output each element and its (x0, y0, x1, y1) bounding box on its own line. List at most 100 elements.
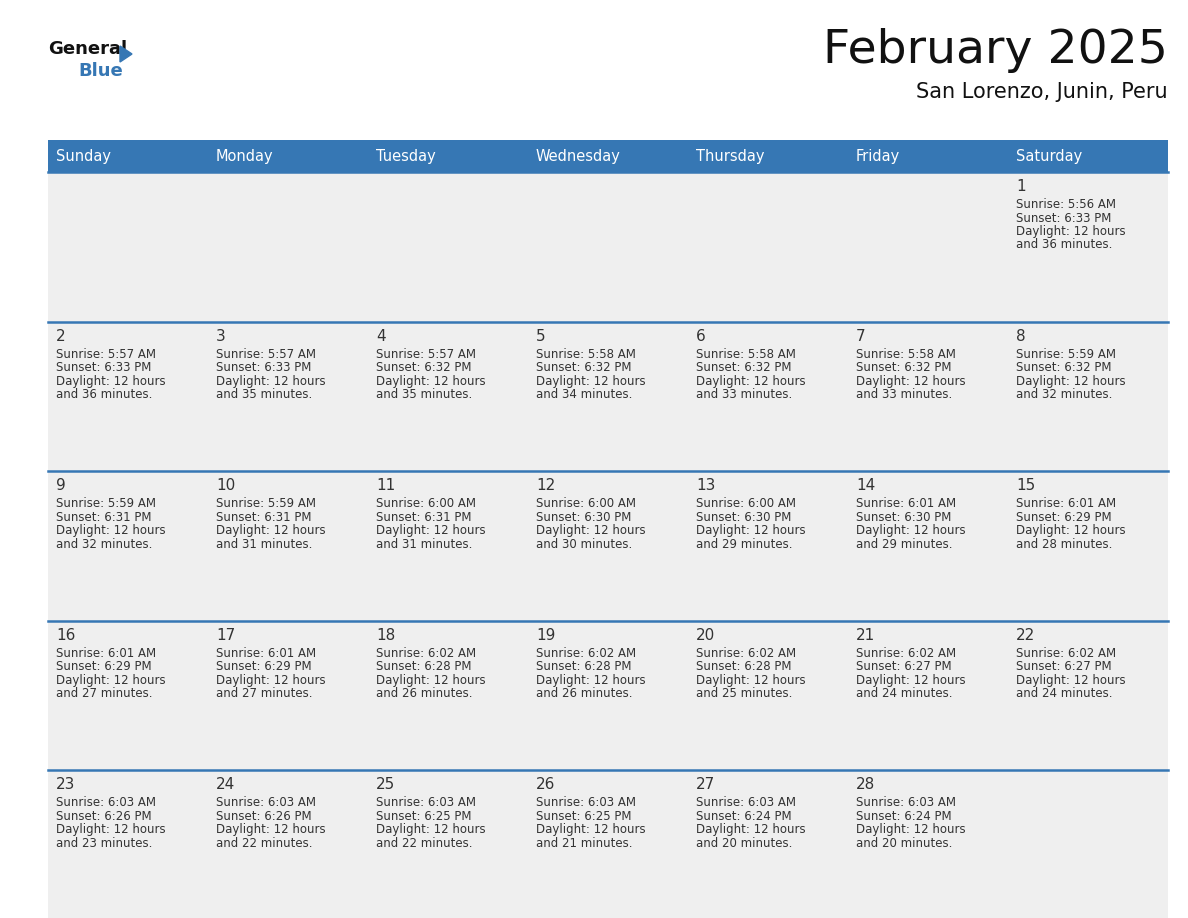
Text: and 32 minutes.: and 32 minutes. (1016, 388, 1112, 401)
Text: Sunrise: 6:01 AM: Sunrise: 6:01 AM (1016, 498, 1116, 510)
Text: Sunrise: 6:03 AM: Sunrise: 6:03 AM (56, 797, 156, 810)
Text: Daylight: 12 hours: Daylight: 12 hours (216, 375, 326, 387)
Text: Sunrise: 6:00 AM: Sunrise: 6:00 AM (536, 498, 636, 510)
Text: Daylight: 12 hours: Daylight: 12 hours (56, 524, 165, 537)
Bar (848, 172, 1007, 321)
Text: and 21 minutes.: and 21 minutes. (536, 837, 632, 850)
Bar (527, 172, 688, 321)
Text: and 34 minutes.: and 34 minutes. (536, 388, 632, 401)
Bar (848, 140, 1007, 172)
Text: Sunset: 6:33 PM: Sunset: 6:33 PM (1016, 211, 1112, 225)
Bar (48, 321, 208, 471)
Bar (1007, 770, 1168, 918)
Bar (368, 140, 527, 172)
Text: Daylight: 12 hours: Daylight: 12 hours (536, 524, 645, 537)
Text: Daylight: 12 hours: Daylight: 12 hours (1016, 674, 1125, 687)
Text: Daylight: 12 hours: Daylight: 12 hours (375, 823, 486, 836)
Bar (848, 621, 1007, 770)
Text: San Lorenzo, Junin, Peru: San Lorenzo, Junin, Peru (916, 82, 1168, 102)
Text: Sunrise: 5:57 AM: Sunrise: 5:57 AM (375, 348, 476, 361)
Text: Daylight: 12 hours: Daylight: 12 hours (216, 524, 326, 537)
Text: and 20 minutes.: and 20 minutes. (696, 837, 792, 850)
Bar (527, 770, 688, 918)
Text: Sunset: 6:25 PM: Sunset: 6:25 PM (536, 810, 632, 823)
Text: Sunday: Sunday (56, 149, 110, 163)
Text: Daylight: 12 hours: Daylight: 12 hours (1016, 524, 1125, 537)
Text: and 32 minutes.: and 32 minutes. (56, 538, 152, 551)
Bar (527, 621, 688, 770)
Text: and 30 minutes.: and 30 minutes. (536, 538, 632, 551)
Text: Daylight: 12 hours: Daylight: 12 hours (857, 524, 966, 537)
Text: Sunset: 6:32 PM: Sunset: 6:32 PM (1016, 361, 1112, 375)
Text: Sunset: 6:32 PM: Sunset: 6:32 PM (696, 361, 791, 375)
Bar (688, 770, 848, 918)
Bar (48, 621, 208, 770)
Text: Sunset: 6:24 PM: Sunset: 6:24 PM (857, 810, 952, 823)
Text: 27: 27 (696, 778, 715, 792)
Bar (1007, 140, 1168, 172)
Text: Tuesday: Tuesday (375, 149, 436, 163)
Text: and 26 minutes.: and 26 minutes. (536, 688, 632, 700)
Text: Sunrise: 6:03 AM: Sunrise: 6:03 AM (216, 797, 316, 810)
Text: Sunset: 6:31 PM: Sunset: 6:31 PM (375, 510, 472, 523)
Bar (688, 471, 848, 621)
Text: Daylight: 12 hours: Daylight: 12 hours (536, 823, 645, 836)
Text: 26: 26 (536, 778, 555, 792)
Text: Sunset: 6:32 PM: Sunset: 6:32 PM (857, 361, 952, 375)
Text: and 25 minutes.: and 25 minutes. (696, 688, 792, 700)
Text: Daylight: 12 hours: Daylight: 12 hours (696, 674, 805, 687)
Text: and 33 minutes.: and 33 minutes. (857, 388, 953, 401)
Text: and 24 minutes.: and 24 minutes. (857, 688, 953, 700)
Text: Sunset: 6:26 PM: Sunset: 6:26 PM (216, 810, 311, 823)
Bar (848, 321, 1007, 471)
Text: and 36 minutes.: and 36 minutes. (56, 388, 152, 401)
Text: Sunrise: 5:58 AM: Sunrise: 5:58 AM (857, 348, 956, 361)
Text: Sunrise: 6:01 AM: Sunrise: 6:01 AM (857, 498, 956, 510)
Text: Sunrise: 5:59 AM: Sunrise: 5:59 AM (1016, 348, 1116, 361)
Text: 25: 25 (375, 778, 396, 792)
Bar (1007, 621, 1168, 770)
Text: Sunset: 6:30 PM: Sunset: 6:30 PM (857, 510, 952, 523)
Text: Blue: Blue (78, 62, 122, 80)
Bar (208, 471, 368, 621)
Text: 17: 17 (216, 628, 235, 643)
Text: 2: 2 (56, 329, 65, 343)
Text: Sunrise: 5:58 AM: Sunrise: 5:58 AM (536, 348, 636, 361)
Text: 14: 14 (857, 478, 876, 493)
Bar (368, 471, 527, 621)
Text: and 20 minutes.: and 20 minutes. (857, 837, 953, 850)
Text: Sunset: 6:31 PM: Sunset: 6:31 PM (56, 510, 152, 523)
Text: Daylight: 12 hours: Daylight: 12 hours (696, 375, 805, 387)
Bar (688, 172, 848, 321)
Text: Sunrise: 5:59 AM: Sunrise: 5:59 AM (216, 498, 316, 510)
Text: Sunset: 6:27 PM: Sunset: 6:27 PM (1016, 660, 1112, 673)
Text: 3: 3 (216, 329, 226, 343)
Bar (368, 621, 527, 770)
Text: Daylight: 12 hours: Daylight: 12 hours (857, 674, 966, 687)
Text: Sunrise: 6:01 AM: Sunrise: 6:01 AM (216, 647, 316, 660)
Text: and 36 minutes.: and 36 minutes. (1016, 239, 1112, 252)
Text: 24: 24 (216, 778, 235, 792)
Text: Saturday: Saturday (1016, 149, 1082, 163)
Text: and 22 minutes.: and 22 minutes. (216, 837, 312, 850)
Text: 5: 5 (536, 329, 545, 343)
Text: Daylight: 12 hours: Daylight: 12 hours (375, 674, 486, 687)
Text: 4: 4 (375, 329, 386, 343)
Text: Friday: Friday (857, 149, 901, 163)
Text: and 35 minutes.: and 35 minutes. (216, 388, 312, 401)
Text: Sunset: 6:24 PM: Sunset: 6:24 PM (696, 810, 791, 823)
Text: 11: 11 (375, 478, 396, 493)
Text: and 33 minutes.: and 33 minutes. (696, 388, 792, 401)
Text: Daylight: 12 hours: Daylight: 12 hours (56, 674, 165, 687)
Bar (688, 321, 848, 471)
Text: Sunrise: 6:03 AM: Sunrise: 6:03 AM (857, 797, 956, 810)
Text: 21: 21 (857, 628, 876, 643)
Text: Daylight: 12 hours: Daylight: 12 hours (1016, 375, 1125, 387)
Text: Daylight: 12 hours: Daylight: 12 hours (375, 375, 486, 387)
Bar (208, 621, 368, 770)
Text: Sunrise: 6:01 AM: Sunrise: 6:01 AM (56, 647, 156, 660)
Polygon shape (120, 46, 132, 62)
Text: Sunrise: 5:58 AM: Sunrise: 5:58 AM (696, 348, 796, 361)
Text: Sunset: 6:32 PM: Sunset: 6:32 PM (375, 361, 472, 375)
Text: Sunset: 6:27 PM: Sunset: 6:27 PM (857, 660, 952, 673)
